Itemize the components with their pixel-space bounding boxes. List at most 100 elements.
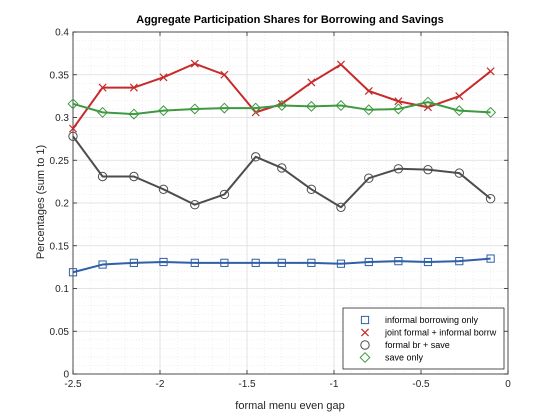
legend-marker — [359, 351, 371, 364]
data-point-1 — [307, 258, 316, 267]
data-point-2 — [486, 67, 495, 76]
data-point-4 — [485, 106, 497, 118]
data-point-4 — [97, 106, 109, 118]
data-point-3 — [336, 202, 346, 212]
data-point-3 — [393, 164, 404, 174]
legend: informal borrowing only joint formal + in… — [342, 307, 505, 370]
legend-entry-1: informal borrowing only — [360, 315, 479, 325]
y-tick-label: 0.2 — [55, 199, 69, 210]
data-point-2-stroke — [190, 59, 199, 68]
x-tick-label: -0.5 — [412, 379, 430, 390]
data-point-3 — [251, 152, 261, 162]
series-4 — [67, 96, 497, 120]
data-point-3 — [190, 200, 200, 210]
legend-entry-4: save only — [359, 351, 424, 364]
data-point-2-stroke — [129, 83, 138, 92]
data-point-2 — [394, 97, 403, 106]
data-point-4 — [67, 98, 79, 110]
data-point-2-stroke — [68, 124, 78, 133]
data-point-3 — [129, 171, 139, 182]
legend-label: joint formal + informal borrw — [384, 328, 497, 338]
data-point-4 — [335, 100, 347, 112]
data-point-2-stroke — [98, 83, 107, 92]
legend-entry-2: joint formal + informal borrw — [360, 328, 497, 338]
data-point-4 — [276, 100, 288, 112]
data-point-4 — [128, 108, 140, 120]
data-point-1 — [486, 254, 495, 263]
y-tick-label: 0.15 — [50, 241, 70, 252]
data-point-2 — [98, 83, 107, 92]
legend-entry-3: formal br + save — [360, 340, 450, 350]
legend-label: formal br + save — [385, 340, 450, 350]
chart-title: Aggregate Participation Shares for Borro… — [136, 14, 443, 26]
data-point-4 — [392, 103, 404, 115]
data-point-4 — [363, 104, 375, 116]
data-point-1 — [455, 257, 464, 266]
y-tick-label: 0.4 — [55, 28, 69, 39]
series-3 — [68, 131, 496, 212]
data-point-2 — [68, 124, 78, 133]
data-point-4 — [189, 103, 201, 115]
data-point-2 — [336, 60, 345, 69]
data-point-1 — [68, 268, 78, 277]
x-tick-label: -1 — [330, 379, 339, 390]
data-point-2-stroke — [307, 78, 316, 87]
data-point-3 — [306, 184, 317, 195]
ticks: -2.5 -2 -1.5 -1 -0.5 0 0 0.05 0.1 0.15 0.2 0.25 0.3 0… — [50, 28, 512, 391]
x-axis-label: formal menu even gap — [235, 400, 344, 412]
x-tick-label: 0 — [505, 379, 511, 390]
data-point-1 — [423, 257, 433, 267]
data-point-1 — [98, 260, 107, 269]
series-line-1 — [72, 257, 491, 274]
data-point-4 — [305, 100, 317, 112]
data-point-3 — [364, 173, 374, 183]
data-point-4 — [157, 105, 169, 117]
y-tick-label: 0.05 — [50, 327, 70, 338]
data-point-4 — [453, 105, 465, 117]
y-tick-label: 0.3 — [55, 113, 69, 124]
x-tick-label: -1.5 — [238, 379, 256, 390]
legend-marker — [360, 328, 370, 337]
data-point-3 — [219, 189, 230, 200]
data-point-3 — [68, 131, 78, 142]
data-point-1 — [336, 259, 346, 268]
data-point-1 — [364, 257, 373, 267]
data-point-1 — [394, 257, 403, 266]
data-point-3 — [97, 171, 108, 182]
data-point-1 — [190, 258, 199, 267]
x-tick-label: -2.5 — [64, 379, 82, 390]
data-point-4 — [250, 102, 262, 114]
series-line-3 — [72, 135, 492, 209]
y-tick-label: 0 — [63, 370, 69, 381]
legend-marker — [360, 315, 370, 325]
series-1 — [68, 254, 495, 277]
x-tick-label: -2 — [156, 379, 165, 390]
data-point-2-stroke — [486, 67, 495, 76]
data-point-2-stroke — [336, 60, 345, 69]
data-point-1 — [129, 258, 139, 267]
legend-label: informal borrowing only — [385, 315, 479, 325]
data-point-2 — [190, 59, 199, 68]
legend-label: save only — [385, 353, 424, 363]
data-point-3 — [423, 164, 433, 175]
data-point-2-stroke — [220, 70, 229, 79]
data-point-2 — [159, 73, 168, 82]
legend-marker — [360, 340, 370, 350]
data-point-4 — [422, 96, 434, 108]
data-point-1 — [159, 257, 168, 267]
data-point-1 — [220, 258, 229, 267]
data-point-3 — [485, 194, 496, 204]
data-point-2 — [364, 86, 373, 96]
data-point-2-stroke — [159, 73, 168, 82]
y-axis-label: Percentages (sum to 1) — [35, 145, 47, 259]
data-point-2-stroke — [455, 92, 464, 101]
data-point-2 — [455, 92, 464, 101]
data-point-2 — [307, 78, 316, 87]
data-point-2-stroke — [364, 86, 373, 96]
data-point-4 — [218, 102, 230, 114]
legend-marker-stroke — [360, 328, 370, 337]
data-point-3 — [277, 163, 287, 173]
series-line-4 — [72, 101, 491, 116]
data-point-1 — [277, 258, 286, 267]
